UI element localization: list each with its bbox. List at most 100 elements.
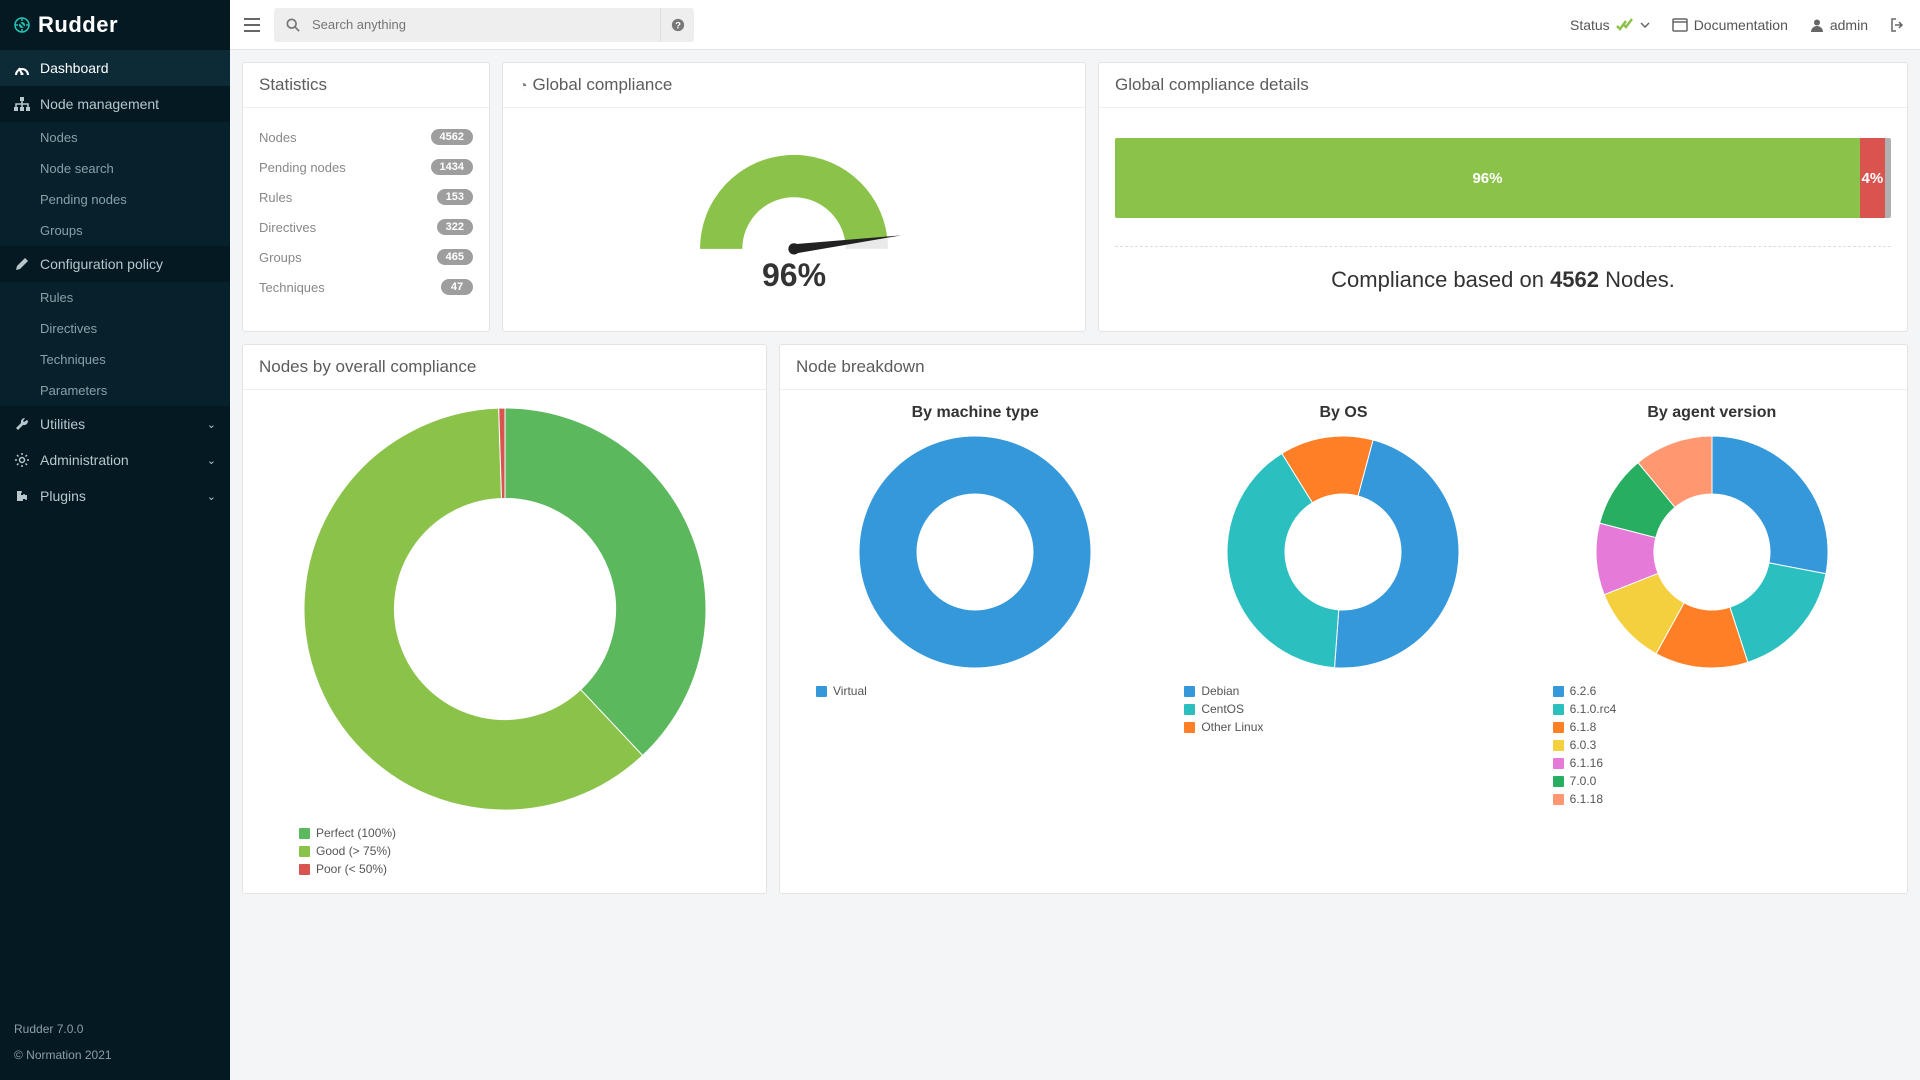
stat-label: Groups (259, 250, 302, 265)
sidebar-item-label: Plugins (40, 488, 86, 504)
breakdown-donut (855, 432, 1095, 672)
legend-swatch (1184, 704, 1195, 715)
legend-swatch (299, 864, 310, 875)
stat-badge: 4562 (431, 129, 473, 145)
legend-item: 6.1.18 (1553, 790, 1617, 808)
search-icon[interactable] (274, 18, 312, 32)
sitemap-icon (14, 96, 30, 112)
chevron-down-icon: ⌄ (207, 490, 216, 503)
legend-item: 7.0.0 (1553, 772, 1617, 790)
stat-badge: 465 (437, 249, 473, 265)
search-help-icon[interactable]: ? (660, 8, 694, 42)
stat-label: Nodes (259, 130, 297, 145)
compliance-details-panel: Global compliance details 96%4% Complian… (1098, 62, 1908, 332)
legend-label: Perfect (100%) (316, 826, 396, 840)
legend-item: 6.1.8 (1553, 718, 1617, 736)
legend-label: 6.1.8 (1570, 720, 1597, 734)
legend-swatch (1553, 722, 1564, 733)
sidebar-item-administration[interactable]: Administration ⌄ (0, 442, 230, 478)
status-check-icon (1616, 18, 1634, 32)
legend-label: 6.1.16 (1570, 756, 1603, 770)
logout-button[interactable] (1890, 18, 1906, 32)
stat-row[interactable]: Techniques 47 (259, 272, 473, 302)
user-menu[interactable]: admin (1810, 17, 1868, 33)
user-icon (1810, 18, 1824, 32)
sidebar-item-plugins[interactable]: Plugins ⌄ (0, 478, 230, 514)
sidebar-footer: Rudder 7.0.0 © Normation 2021 (0, 1004, 230, 1080)
legend-label: CentOS (1201, 702, 1244, 716)
chevron-down-icon: ⌄ (207, 454, 216, 467)
sidebar-subitem-node-search[interactable]: Node search (0, 153, 230, 184)
stat-badge: 47 (441, 279, 473, 295)
hamburger-icon[interactable] (244, 18, 260, 32)
documentation-link[interactable]: Documentation (1672, 17, 1788, 33)
stat-row[interactable]: Nodes 4562 (259, 122, 473, 152)
gear-icon (14, 452, 30, 468)
legend-swatch (1184, 686, 1195, 697)
legend-item: Perfect (100%) (299, 824, 396, 842)
status-label: Status (1570, 17, 1610, 33)
legend-label: 6.1.18 (1570, 792, 1603, 806)
legend-swatch (816, 686, 827, 697)
documentation-label: Documentation (1694, 17, 1788, 33)
sidebar-item-configuration-policy[interactable]: Configuration policy (0, 246, 230, 282)
global-compliance-title: ◔Global compliance (503, 63, 1085, 108)
compliance-segment: 96% (1115, 138, 1860, 218)
legend-swatch (1184, 722, 1195, 733)
legend-swatch (1553, 758, 1564, 769)
legend-item: 6.2.6 (1553, 682, 1617, 700)
stat-label: Techniques (259, 280, 325, 295)
sidebar-item-label: Configuration policy (40, 256, 163, 272)
legend-item: Other Linux (1184, 718, 1263, 736)
sidebar-nav: Dashboard Node managementNodesNode search… (0, 50, 230, 514)
sidebar-subitem-groups[interactable]: Groups (0, 215, 230, 246)
sidebar-subitem-nodes[interactable]: Nodes (0, 122, 230, 153)
puzzle-icon (14, 488, 30, 504)
sidebar-item-dashboard[interactable]: Dashboard (0, 50, 230, 86)
legend-item: Debian (1184, 682, 1263, 700)
stat-row[interactable]: Groups 465 (259, 242, 473, 272)
breakdown-column: By agent version6.2.66.1.0.rc46.1.86.0.3… (1533, 404, 1891, 808)
legend-label: Poor (< 50%) (316, 862, 387, 876)
breakdown-chart-title: By agent version (1647, 404, 1776, 422)
search-box: ? (274, 8, 694, 42)
logout-icon (1890, 18, 1906, 32)
copyright-text: © Normation 2021 (14, 1042, 216, 1068)
search-input[interactable] (312, 8, 660, 42)
stat-row[interactable]: Directives322 (259, 212, 473, 242)
sidebar-item-label: Administration (40, 452, 129, 468)
sidebar-subitem-pending-nodes[interactable]: Pending nodes (0, 184, 230, 215)
legend-item: 6.1.16 (1553, 754, 1617, 772)
breakdown-chart-title: By OS (1319, 404, 1367, 422)
compliance-segment: 4% (1860, 138, 1885, 218)
statistics-panel: Statistics Nodes 4562 Pending nodes1434Rul… (242, 62, 490, 332)
stat-row[interactable]: Rules153 (259, 182, 473, 212)
wrench-icon (14, 416, 30, 432)
compliance-bar: 96%4% (1115, 138, 1891, 218)
sidebar-subitem-techniques[interactable]: Techniques (0, 344, 230, 375)
legend-swatch (1553, 740, 1564, 751)
status-menu[interactable]: Status (1570, 17, 1650, 33)
logo[interactable]: Rudder (0, 0, 230, 50)
nodes-compliance-legend: Perfect (100%)Good (> 75%)Poor (< 50%) (259, 824, 396, 878)
sidebar-subitem-rules[interactable]: Rules (0, 282, 230, 313)
legend-swatch (1553, 794, 1564, 805)
sidebar-item-label: Dashboard (40, 60, 109, 76)
sidebar-subitem-parameters[interactable]: Parameters (0, 375, 230, 406)
legend-label: Debian (1201, 684, 1239, 698)
legend-label: Other Linux (1201, 720, 1263, 734)
sidebar-item-node-management[interactable]: Node management (0, 86, 230, 122)
global-compliance-panel: ◔Global compliance 96% (502, 62, 1086, 332)
breakdown-column: By machine typeVirtual (796, 404, 1154, 808)
stat-badge: 153 (437, 189, 473, 205)
version-text: Rudder 7.0.0 (14, 1016, 216, 1042)
legend-item: Poor (< 50%) (299, 860, 396, 878)
node-breakdown-panel: Node breakdown By machine typeVirtualBy … (779, 344, 1908, 894)
statistics-title: Statistics (243, 63, 489, 108)
sidebar-subitem-directives[interactable]: Directives (0, 313, 230, 344)
sidebar-item-utilities[interactable]: Utilities⌄ (0, 406, 230, 442)
legend-item: Virtual (816, 682, 867, 700)
dashboard-icon (14, 60, 30, 76)
legend-swatch (1553, 776, 1564, 787)
stat-row[interactable]: Pending nodes1434 (259, 152, 473, 182)
